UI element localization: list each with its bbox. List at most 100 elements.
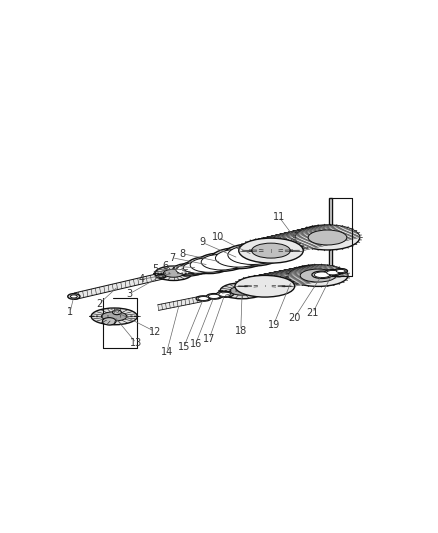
Text: 9: 9	[199, 238, 205, 247]
Ellipse shape	[252, 243, 290, 258]
Ellipse shape	[288, 265, 348, 286]
Ellipse shape	[173, 263, 205, 276]
Ellipse shape	[334, 269, 347, 273]
Polygon shape	[299, 231, 357, 245]
Polygon shape	[241, 268, 297, 280]
Text: 4: 4	[138, 274, 145, 285]
Polygon shape	[266, 225, 326, 238]
Ellipse shape	[198, 296, 209, 301]
Polygon shape	[282, 266, 337, 278]
Polygon shape	[300, 232, 358, 247]
Polygon shape	[279, 266, 335, 277]
Text: 13: 13	[130, 338, 142, 348]
Polygon shape	[250, 227, 309, 241]
Polygon shape	[235, 273, 289, 285]
Ellipse shape	[220, 283, 264, 299]
Polygon shape	[276, 265, 332, 277]
Polygon shape	[283, 226, 343, 240]
Ellipse shape	[219, 292, 231, 296]
Polygon shape	[294, 273, 348, 285]
Text: 18: 18	[235, 326, 247, 336]
Polygon shape	[247, 228, 307, 242]
Text: 14: 14	[161, 347, 173, 357]
Polygon shape	[259, 225, 319, 239]
Polygon shape	[236, 272, 290, 284]
Polygon shape	[243, 268, 299, 279]
Polygon shape	[292, 228, 351, 242]
Polygon shape	[262, 225, 322, 239]
Ellipse shape	[102, 318, 116, 325]
Polygon shape	[297, 230, 355, 244]
Ellipse shape	[187, 256, 231, 273]
Text: 17: 17	[203, 334, 215, 344]
Ellipse shape	[91, 308, 138, 325]
Polygon shape	[237, 271, 291, 283]
Polygon shape	[286, 268, 342, 280]
Polygon shape	[328, 198, 332, 276]
Polygon shape	[270, 265, 326, 276]
Polygon shape	[266, 265, 323, 276]
Ellipse shape	[159, 276, 163, 277]
Polygon shape	[286, 227, 346, 240]
Ellipse shape	[163, 269, 184, 277]
Ellipse shape	[113, 310, 121, 314]
Polygon shape	[273, 265, 329, 276]
Text: 8: 8	[179, 248, 185, 259]
Ellipse shape	[235, 276, 295, 297]
Polygon shape	[244, 230, 302, 244]
Ellipse shape	[156, 274, 166, 278]
Ellipse shape	[180, 261, 215, 274]
Text: 20: 20	[288, 313, 300, 324]
Polygon shape	[294, 229, 353, 243]
Ellipse shape	[295, 225, 360, 250]
Text: 5: 5	[152, 264, 158, 274]
Text: 3: 3	[127, 289, 132, 299]
Ellipse shape	[312, 271, 332, 278]
Polygon shape	[240, 232, 298, 247]
Text: 2: 2	[96, 299, 102, 309]
Polygon shape	[279, 225, 339, 239]
Ellipse shape	[208, 294, 220, 298]
Polygon shape	[239, 236, 295, 251]
Ellipse shape	[216, 291, 233, 297]
Polygon shape	[294, 274, 348, 286]
Ellipse shape	[239, 238, 303, 263]
Ellipse shape	[71, 295, 77, 298]
Polygon shape	[242, 231, 300, 245]
Ellipse shape	[215, 249, 261, 267]
Text: 19: 19	[268, 320, 280, 329]
Polygon shape	[253, 227, 312, 240]
Ellipse shape	[102, 312, 127, 321]
Polygon shape	[74, 269, 177, 300]
Ellipse shape	[206, 294, 222, 299]
Polygon shape	[239, 269, 294, 281]
Text: 7: 7	[169, 253, 175, 263]
Polygon shape	[240, 233, 297, 248]
Polygon shape	[293, 272, 347, 284]
Ellipse shape	[327, 270, 339, 275]
Ellipse shape	[190, 258, 227, 272]
Polygon shape	[289, 269, 344, 281]
Text: 16: 16	[190, 339, 202, 349]
Polygon shape	[284, 268, 340, 279]
Polygon shape	[260, 265, 317, 276]
Polygon shape	[248, 266, 304, 277]
Text: 10: 10	[212, 232, 224, 242]
Ellipse shape	[314, 272, 330, 278]
Polygon shape	[239, 235, 296, 249]
Polygon shape	[273, 225, 333, 238]
Polygon shape	[245, 266, 301, 278]
Ellipse shape	[300, 269, 336, 282]
Text: 6: 6	[162, 261, 168, 271]
Text: 21: 21	[307, 308, 319, 318]
Ellipse shape	[176, 264, 202, 275]
Ellipse shape	[212, 248, 266, 269]
Ellipse shape	[228, 245, 277, 264]
Text: 15: 15	[177, 342, 190, 352]
Polygon shape	[256, 226, 315, 240]
Ellipse shape	[230, 286, 254, 295]
Ellipse shape	[198, 253, 245, 271]
Ellipse shape	[201, 254, 242, 270]
Polygon shape	[238, 270, 293, 281]
Polygon shape	[289, 227, 348, 241]
